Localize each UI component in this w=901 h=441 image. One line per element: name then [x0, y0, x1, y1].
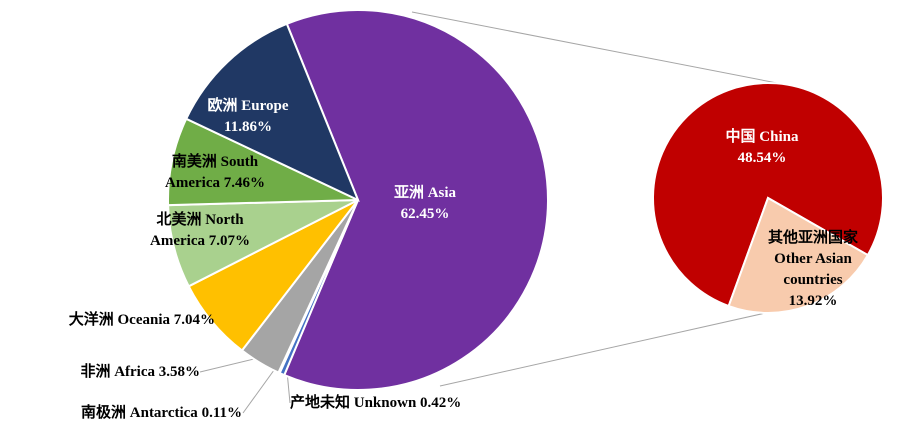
pie-slice — [282, 9, 549, 391]
value-label: 0.11% — [201, 405, 242, 421]
category-label: 南美洲 South America — [165, 154, 259, 191]
category-label: 南极洲 Antarctica — [81, 405, 198, 421]
pie-slice — [184, 22, 360, 202]
category-label: 中国 China — [725, 129, 799, 145]
pie-slice — [652, 82, 884, 308]
slice-label: 欧洲 Europe 11.86% — [183, 96, 313, 138]
category-label: 大洋洲 Oceania — [68, 312, 170, 328]
connector-line — [411, 11, 783, 85]
value-label: 3.58% — [158, 364, 200, 380]
slice-label: 其他亚洲国家 Other Asian countries 13.92% — [748, 228, 878, 312]
pie-slice — [727, 196, 870, 314]
slice-label: 南美洲 South America 7.46% — [145, 152, 285, 194]
value-label: 7.46% — [223, 175, 265, 191]
value-label: 11.86% — [224, 119, 272, 135]
category-label: 北美洲 North America — [150, 212, 244, 249]
value-label: 48.54% — [737, 150, 787, 166]
leader-line — [199, 357, 259, 373]
value-label: 13.92% — [788, 293, 838, 309]
slice-label: 非洲 Africa 3.58% — [20, 362, 200, 383]
leader-line — [242, 365, 278, 414]
slice-label: 大洋洲 Oceania 7.04% — [10, 310, 215, 331]
value-label: 0.42% — [420, 395, 462, 411]
slice-label: 产地未知 Unknown 0.42% — [290, 393, 530, 414]
category-label: 欧洲 Europe — [207, 98, 289, 114]
slice-label: 南极洲 Antarctica 0.11% — [20, 403, 242, 424]
slice-label: 北美洲 North America 7.07% — [130, 210, 270, 252]
category-label: 其他亚洲国家 Other Asian countries — [767, 230, 858, 288]
value-label: 7.04% — [173, 312, 215, 328]
slice-label: 亚洲 Asia 62.45% — [360, 183, 490, 225]
connector-line — [439, 311, 771, 387]
category-label: 非洲 Africa — [80, 364, 155, 380]
slice-label: 中国 China 48.54% — [697, 127, 827, 169]
value-label: 62.45% — [400, 206, 450, 222]
category-label: 产地未知 Unknown — [290, 395, 417, 411]
category-label: 亚洲 Asia — [393, 185, 457, 201]
value-label: 7.07% — [208, 233, 250, 249]
